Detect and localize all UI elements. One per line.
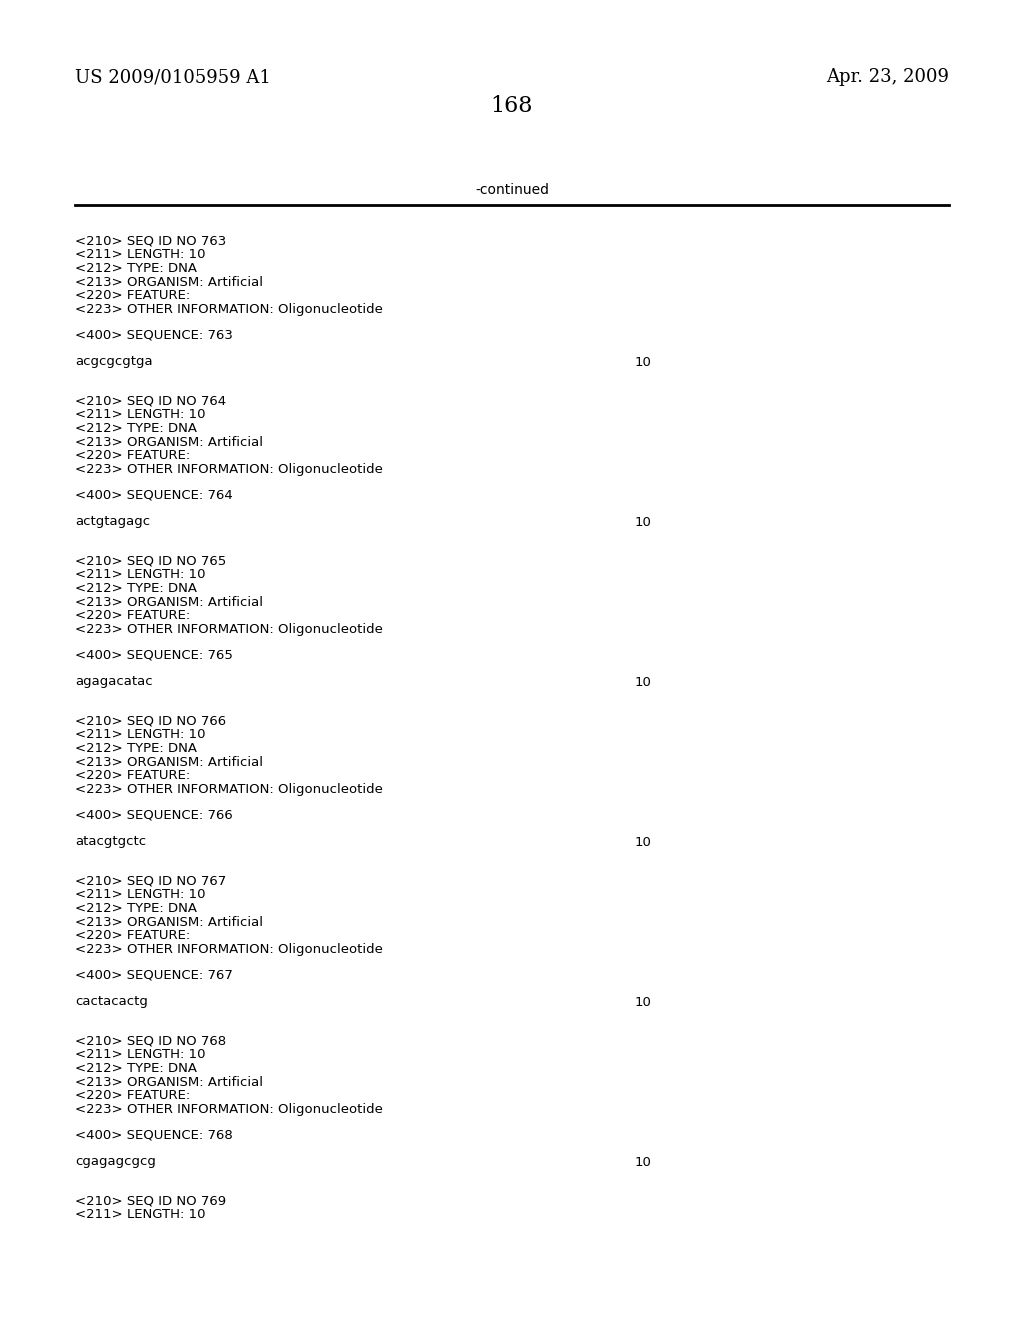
Text: <220> FEATURE:: <220> FEATURE: <box>75 929 190 942</box>
Text: <400> SEQUENCE: 768: <400> SEQUENCE: 768 <box>75 1129 232 1142</box>
Text: <210> SEQ ID NO 765: <210> SEQ ID NO 765 <box>75 554 226 568</box>
Text: <223> OTHER INFORMATION: Oligonucleotide: <223> OTHER INFORMATION: Oligonucleotide <box>75 942 383 956</box>
Text: cactacactg: cactacactg <box>75 995 147 1008</box>
Text: Apr. 23, 2009: Apr. 23, 2009 <box>826 69 949 86</box>
Text: 10: 10 <box>635 836 652 849</box>
Text: <212> TYPE: DNA: <212> TYPE: DNA <box>75 261 197 275</box>
Text: <210> SEQ ID NO 763: <210> SEQ ID NO 763 <box>75 235 226 248</box>
Text: acgcgcgtga: acgcgcgtga <box>75 355 153 368</box>
Text: cgagagcgcg: cgagagcgcg <box>75 1155 156 1168</box>
Text: <213> ORGANISM: Artificial: <213> ORGANISM: Artificial <box>75 595 263 609</box>
Text: <212> TYPE: DNA: <212> TYPE: DNA <box>75 742 197 755</box>
Text: actgtagagc: actgtagagc <box>75 516 151 528</box>
Text: <213> ORGANISM: Artificial: <213> ORGANISM: Artificial <box>75 436 263 449</box>
Text: <211> LENGTH: 10: <211> LENGTH: 10 <box>75 408 206 421</box>
Text: <210> SEQ ID NO 766: <210> SEQ ID NO 766 <box>75 715 226 729</box>
Text: <210> SEQ ID NO 764: <210> SEQ ID NO 764 <box>75 395 226 408</box>
Text: 168: 168 <box>490 95 534 117</box>
Text: <211> LENGTH: 10: <211> LENGTH: 10 <box>75 569 206 582</box>
Text: <220> FEATURE:: <220> FEATURE: <box>75 609 190 622</box>
Text: <400> SEQUENCE: 763: <400> SEQUENCE: 763 <box>75 329 232 342</box>
Text: agagacatac: agagacatac <box>75 676 153 689</box>
Text: <220> FEATURE:: <220> FEATURE: <box>75 1089 190 1102</box>
Text: <212> TYPE: DNA: <212> TYPE: DNA <box>75 1063 197 1074</box>
Text: <211> LENGTH: 10: <211> LENGTH: 10 <box>75 248 206 261</box>
Text: <223> OTHER INFORMATION: Oligonucleotide: <223> OTHER INFORMATION: Oligonucleotide <box>75 302 383 315</box>
Text: <211> LENGTH: 10: <211> LENGTH: 10 <box>75 888 206 902</box>
Text: 10: 10 <box>635 995 652 1008</box>
Text: US 2009/0105959 A1: US 2009/0105959 A1 <box>75 69 271 86</box>
Text: <223> OTHER INFORMATION: Oligonucleotide: <223> OTHER INFORMATION: Oligonucleotide <box>75 462 383 475</box>
Text: <223> OTHER INFORMATION: Oligonucleotide: <223> OTHER INFORMATION: Oligonucleotide <box>75 623 383 635</box>
Text: <400> SEQUENCE: 764: <400> SEQUENCE: 764 <box>75 488 232 502</box>
Text: -continued: -continued <box>475 183 549 197</box>
Text: <210> SEQ ID NO 769: <210> SEQ ID NO 769 <box>75 1195 226 1208</box>
Text: <223> OTHER INFORMATION: Oligonucleotide: <223> OTHER INFORMATION: Oligonucleotide <box>75 1102 383 1115</box>
Text: <212> TYPE: DNA: <212> TYPE: DNA <box>75 582 197 595</box>
Text: <213> ORGANISM: Artificial: <213> ORGANISM: Artificial <box>75 276 263 289</box>
Text: <212> TYPE: DNA: <212> TYPE: DNA <box>75 902 197 915</box>
Text: <223> OTHER INFORMATION: Oligonucleotide: <223> OTHER INFORMATION: Oligonucleotide <box>75 783 383 796</box>
Text: <220> FEATURE:: <220> FEATURE: <box>75 770 190 781</box>
Text: atacgtgctc: atacgtgctc <box>75 836 146 849</box>
Text: 10: 10 <box>635 1155 652 1168</box>
Text: <213> ORGANISM: Artificial: <213> ORGANISM: Artificial <box>75 916 263 928</box>
Text: <211> LENGTH: 10: <211> LENGTH: 10 <box>75 1048 206 1061</box>
Text: <400> SEQUENCE: 766: <400> SEQUENCE: 766 <box>75 809 232 822</box>
Text: <211> LENGTH: 10: <211> LENGTH: 10 <box>75 729 206 742</box>
Text: <220> FEATURE:: <220> FEATURE: <box>75 449 190 462</box>
Text: <213> ORGANISM: Artificial: <213> ORGANISM: Artificial <box>75 755 263 768</box>
Text: <400> SEQUENCE: 767: <400> SEQUENCE: 767 <box>75 969 232 982</box>
Text: <210> SEQ ID NO 767: <210> SEQ ID NO 767 <box>75 875 226 888</box>
Text: <210> SEQ ID NO 768: <210> SEQ ID NO 768 <box>75 1035 226 1048</box>
Text: <213> ORGANISM: Artificial: <213> ORGANISM: Artificial <box>75 1076 263 1089</box>
Text: 10: 10 <box>635 516 652 528</box>
Text: <212> TYPE: DNA: <212> TYPE: DNA <box>75 422 197 436</box>
Text: <220> FEATURE:: <220> FEATURE: <box>75 289 190 302</box>
Text: 10: 10 <box>635 355 652 368</box>
Text: 10: 10 <box>635 676 652 689</box>
Text: <211> LENGTH: 10: <211> LENGTH: 10 <box>75 1209 206 1221</box>
Text: <400> SEQUENCE: 765: <400> SEQUENCE: 765 <box>75 649 232 663</box>
